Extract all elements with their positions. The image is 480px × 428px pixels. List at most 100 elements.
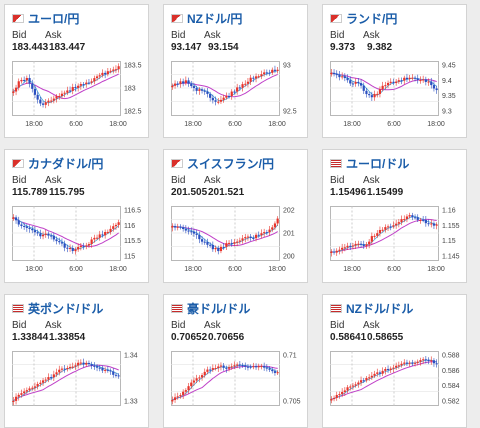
- candle-body: [192, 231, 196, 234]
- pair-name-link[interactable]: NZドル/円: [187, 11, 243, 26]
- price-chart[interactable]: 116.5 116 115.5 115 18:00 6:00 18:00: [12, 206, 143, 282]
- rate-card[interactable]: 豪ドル/ドル Bid Ask 0.706520.70656 0.71 0.705: [163, 294, 308, 428]
- candle-body: [20, 79, 23, 82]
- rate-card[interactable]: カナダドル/円 Bid Ask 115.789115.795 116.5 116 115.5…: [4, 149, 149, 283]
- candle-body: [36, 232, 39, 234]
- candle-body: [206, 369, 209, 372]
- ask-label: Ask: [363, 175, 380, 186]
- candle-body: [95, 237, 99, 239]
- candle-body: [400, 219, 403, 223]
- candle-body: [413, 77, 417, 79]
- candle-body: [236, 241, 239, 243]
- candle-body: [341, 76, 344, 78]
- candle-body: [257, 234, 260, 236]
- candle-body: [85, 245, 88, 247]
- candle-body: [77, 85, 80, 88]
- candle-body: [351, 83, 355, 85]
- candle-body: [335, 74, 338, 76]
- candle-body: [87, 82, 91, 84]
- candle-body: [104, 369, 107, 371]
- x-tick-label: 6:00: [228, 266, 242, 273]
- candle-body: [368, 94, 371, 96]
- short-moving-average-line: [331, 216, 437, 253]
- pair-name-link[interactable]: スイスフラン/円: [187, 156, 274, 171]
- y-tick-label: 0.588: [442, 353, 460, 360]
- rate-card[interactable]: ランド/円 Bid Ask 9.373 9.382 9.45 9.4 9.35 9.3 18:00…: [322, 4, 467, 138]
- candle-body: [219, 99, 223, 102]
- card-header: カナダドル/円: [12, 155, 103, 171]
- price-chart[interactable]: 1.34 1.33: [12, 351, 143, 427]
- price-chart[interactable]: 93 92.5 18:00 6:00 18:00: [171, 61, 302, 137]
- bid-label: Bid: [171, 320, 186, 331]
- candle-body: [246, 81, 250, 84]
- pair-name-link[interactable]: ランド/円: [346, 11, 398, 26]
- pair-name-link[interactable]: ユーロ/ドル: [346, 156, 410, 171]
- candle-body: [403, 219, 406, 221]
- rate-card[interactable]: ユーロ/円 Bid Ask 183.443183.447 183.5 183 182.5 18…: [4, 4, 149, 138]
- candle-body: [109, 370, 112, 372]
- x-tick-label: 18:00: [427, 121, 445, 128]
- pair-name-link[interactable]: 英ポンド/ドル: [28, 301, 104, 316]
- candle-body: [335, 250, 338, 253]
- y-tick-label: 9.35: [442, 93, 456, 100]
- price-chart[interactable]: 0.71 0.705: [171, 351, 302, 427]
- pair-name-link[interactable]: 豪ドル/ドル: [187, 301, 251, 316]
- pair-name-link[interactable]: NZドル/ドル: [346, 301, 414, 316]
- candle-body: [392, 81, 395, 83]
- rate-card[interactable]: スイスフラン/円 Bid Ask 201.505201.521 202 201 200 18:…: [163, 149, 308, 283]
- rate-card[interactable]: NZドル/円 Bid Ask 93.147 93.154 93 92.5 18:00 6:00 1…: [163, 4, 308, 138]
- candle-body: [33, 88, 37, 95]
- y-tick-label: 1.155: [442, 223, 460, 230]
- candle-body: [376, 372, 379, 374]
- rate-card[interactable]: NZドル/ドル Bid Ask 0.586410.58655 0.588 0.586 0.5…: [322, 294, 467, 428]
- bid-label: Bid: [330, 320, 345, 331]
- candle-body: [392, 367, 395, 369]
- candle-body: [23, 79, 26, 81]
- price-chart[interactable]: 183.5 183 182.5 18:00 6:00 18:00: [12, 61, 143, 137]
- candle-body: [362, 380, 365, 382]
- candle-body: [198, 377, 201, 379]
- candle-body: [85, 82, 88, 85]
- candle-body: [28, 77, 31, 84]
- candle-body: [66, 247, 69, 249]
- candle-body: [244, 237, 247, 239]
- y-tick-label: 182.5: [124, 109, 142, 116]
- candle-body: [79, 84, 82, 86]
- candle-body: [200, 375, 204, 378]
- candle-body: [93, 78, 96, 82]
- candle-body: [41, 103, 45, 105]
- candle-body: [85, 362, 88, 365]
- candle-body: [219, 246, 223, 252]
- y-tick-label: 1.16: [442, 208, 456, 215]
- candle-body: [195, 88, 198, 91]
- candle-body: [82, 362, 85, 365]
- pair-name-link[interactable]: ユーロ/円: [28, 11, 80, 26]
- candle-body: [71, 366, 74, 368]
- rate-card[interactable]: 英ポンド/ドル Bid Ask 1.338441.33854 1.34 1.33: [4, 294, 149, 428]
- candle-body: [416, 361, 419, 363]
- candle-body: [254, 366, 258, 368]
- pair-name-link[interactable]: カナダドル/円: [28, 156, 104, 171]
- candle-body: [173, 397, 177, 400]
- price-chart[interactable]: 1.16 1.155 1.15 1.145 18:00 6:00 18:00: [330, 206, 461, 282]
- candle-body: [209, 369, 212, 371]
- candle-body: [246, 366, 250, 368]
- rate-card[interactable]: ユーロ/ドル Bid Ask 1.154961.15499 1.16 1.155 1.15 1…: [322, 149, 467, 283]
- card-header: ユーロ/円: [12, 10, 79, 26]
- candle-body: [233, 365, 236, 367]
- y-tick-label: 93: [283, 63, 291, 70]
- price-chart[interactable]: 0.588 0.586 0.584 0.582: [330, 351, 461, 427]
- price-chart[interactable]: 9.45 9.4 9.35 9.3 18:00 6:00 18:00: [330, 61, 461, 137]
- candle-body: [95, 366, 99, 368]
- candle-body: [90, 364, 93, 366]
- candle-body: [427, 223, 430, 225]
- candle-body: [378, 89, 382, 94]
- bid-ask-values: 201.505201.521: [171, 187, 244, 198]
- candle-body: [257, 366, 260, 368]
- price-chart[interactable]: 202 201 200 18:00 6:00 18:00: [171, 206, 302, 282]
- ask-label: Ask: [363, 320, 380, 331]
- y-tick-label: 1.34: [124, 353, 138, 360]
- ask-value: 0.58655: [367, 332, 404, 343]
- candle-body: [25, 390, 28, 392]
- candle-body: [271, 227, 274, 230]
